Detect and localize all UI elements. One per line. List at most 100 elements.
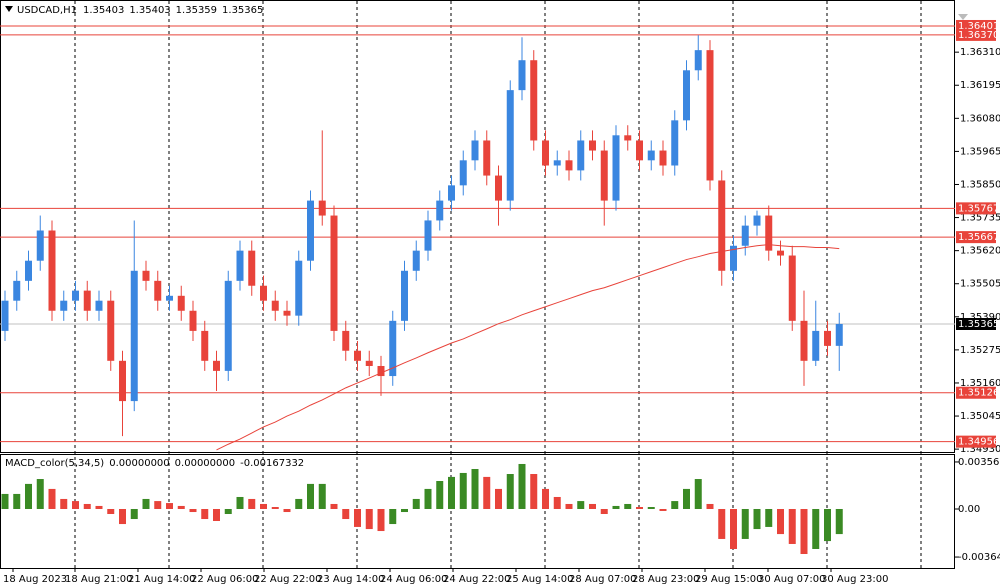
candle-body: [800, 320, 808, 361]
candle-body: [283, 310, 291, 316]
candle-body: [201, 330, 209, 361]
macd-bar: [777, 508, 784, 535]
y-tick-label: 1.35735: [960, 213, 1000, 224]
candle-body: [647, 150, 655, 161]
macd-bar: [166, 503, 173, 509]
candle-body: [412, 250, 420, 271]
macd-bar: [647, 507, 655, 509]
candle-body: [730, 245, 737, 271]
macd-bar: [577, 501, 585, 509]
macd-bar: [177, 505, 185, 509]
candle-body: [506, 90, 514, 201]
macd-bar: [224, 508, 232, 515]
macd-bar: [260, 503, 267, 509]
symbol-header: USDCAD,H1 1.35403 1.35403 1.35359 1.35365: [17, 5, 263, 16]
x-tick-label: 28 Aug 23:00: [632, 574, 699, 585]
candle-body: [741, 225, 749, 246]
macd-bar: [365, 508, 373, 530]
candle-body: [471, 140, 479, 161]
macd-bar: [48, 488, 56, 509]
candle-body: [189, 310, 197, 331]
y-tick-label: 1.34930: [960, 444, 1000, 455]
y-tick-label: 1.35390: [960, 312, 1000, 323]
macd-bar: [412, 498, 420, 509]
macd-bar: [283, 508, 291, 513]
y-tick-label: 0.0035630: [958, 457, 1000, 468]
macd-bar: [741, 508, 749, 539]
symbol-title: USDCAD,H1: [17, 5, 77, 16]
candle-body: [107, 300, 115, 361]
macd-bar: [307, 483, 314, 509]
macd-bar: [612, 505, 620, 509]
y-tick-label: 1.35160: [960, 378, 1000, 389]
macd-panel: [1, 463, 843, 555]
macd-bar: [600, 508, 608, 515]
candle-body: [659, 150, 667, 166]
macd-bar: [424, 488, 432, 509]
candle-body: [95, 300, 103, 311]
macd-bar: [542, 488, 549, 509]
macd-bar: [483, 476, 491, 509]
x-tick-label: 22 Aug 06:00: [191, 574, 258, 585]
ohlc-open: 1.35403: [83, 5, 124, 16]
candle-body: [60, 300, 68, 311]
candle-body: [636, 140, 643, 161]
macd-bar: [236, 496, 244, 509]
macd-title: MACD_color(5,34,5): [5, 458, 104, 469]
x-tick-label: 30 Aug 07:00: [758, 574, 825, 585]
macd-bar: [448, 476, 455, 509]
macd-bar: [718, 508, 726, 539]
level-label: 1.35126: [958, 388, 999, 399]
candle-body: [777, 250, 784, 256]
macd-bar: [753, 508, 761, 530]
x-tick-label: 29 Aug 15:00: [695, 574, 762, 585]
macd-bar: [154, 501, 162, 509]
candle-body: [295, 260, 303, 316]
candle-body: [224, 280, 232, 371]
macd-bar: [389, 508, 397, 525]
candle-body: [72, 290, 79, 301]
candle-body: [177, 295, 185, 311]
candle-body: [624, 135, 632, 141]
candle-body: [271, 300, 279, 311]
y-tick-label: 1.35275: [960, 345, 1000, 356]
macd-bar: [518, 463, 526, 509]
macd-header: MACD_color(5,34,5) 0.00000000 0.00000000 -0…: [5, 458, 304, 469]
candle-body: [318, 200, 326, 216]
candle-body: [154, 280, 162, 301]
candle-body: [600, 150, 608, 201]
candle-body: [25, 260, 32, 281]
candle-body: [354, 350, 361, 361]
moving-average: [216, 244, 840, 451]
candle-body: [213, 360, 220, 371]
macd-bar: [401, 508, 408, 513]
macd-bar: [765, 508, 773, 527]
macd-bar: [530, 474, 538, 509]
candle-body: [365, 360, 373, 366]
menu-triangle[interactable]: [5, 6, 13, 12]
macd-bar: [694, 479, 702, 509]
macd-value: 0.00000000: [175, 458, 235, 469]
y-tick-label: 0.00: [958, 504, 980, 515]
ohlc-low: 1.35359: [176, 5, 217, 16]
macd-bar: [812, 508, 820, 549]
x-tick-label: 24 Aug 06:00: [380, 574, 447, 585]
macd-bar: [788, 508, 796, 544]
macd-bar: [671, 501, 679, 509]
axes: 1.36310 1.36195 1.36080 1.35965 1.35850 1.357…: [3, 19, 1000, 585]
level-box: [956, 28, 996, 41]
level-box: [956, 231, 996, 244]
y-tick-label: 1.35045: [960, 411, 1000, 422]
x-tick-label: 23 Aug 14:00: [317, 574, 384, 585]
macd-bar: [636, 507, 643, 509]
candle-body: [330, 215, 338, 331]
candle-body: [166, 295, 173, 301]
macd-bar: [1, 493, 9, 509]
candle-body: [389, 320, 397, 377]
price-panel: [0, 25, 955, 451]
y-tick-label: 1.36080: [960, 113, 1000, 124]
macd-bar: [25, 483, 32, 509]
macd-bar: [271, 507, 279, 509]
macd-bar: [835, 508, 843, 535]
